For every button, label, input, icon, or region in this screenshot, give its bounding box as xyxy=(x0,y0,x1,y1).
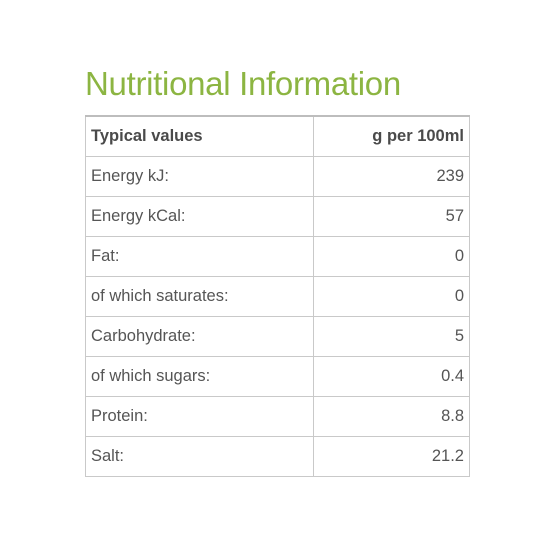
row-label: Fat: xyxy=(85,235,314,277)
table-row-energy-kj: Energy kJ: 239 xyxy=(85,155,470,197)
row-label: Energy kJ: xyxy=(85,155,314,197)
table-row-fat: Fat: 0 xyxy=(85,235,470,277)
nutrition-table: Typical values g per 100ml Energy kJ: 23… xyxy=(85,115,470,477)
row-value: 5 xyxy=(313,315,470,357)
row-value: 0 xyxy=(313,275,470,317)
table-header-row: Typical values g per 100ml xyxy=(85,115,470,157)
page-title: Nutritional Information xyxy=(85,65,401,102)
row-value: 21.2 xyxy=(313,435,470,477)
row-value: 0 xyxy=(313,235,470,277)
row-label: Carbohydrate: xyxy=(85,315,314,357)
table-row-saturates: of which saturates: 0 xyxy=(85,275,470,317)
table-row-carbohydrate: Carbohydrate: 5 xyxy=(85,315,470,357)
table-row-salt: Salt: 21.2 xyxy=(85,435,470,477)
row-label: Salt: xyxy=(85,435,314,477)
table-row-energy-kcal: Energy kCal: 57 xyxy=(85,195,470,237)
row-value: 57 xyxy=(313,195,470,237)
row-value: 0.4 xyxy=(313,355,470,397)
row-label: Energy kCal: xyxy=(85,195,314,237)
column-header-per-100ml: g per 100ml xyxy=(313,115,470,157)
row-label: of which sugars: xyxy=(85,355,314,397)
row-label: Protein: xyxy=(85,395,314,437)
row-label: of which saturates: xyxy=(85,275,314,317)
column-header-typical-values: Typical values xyxy=(85,115,314,157)
table-row-protein: Protein: 8.8 xyxy=(85,395,470,437)
row-value: 8.8 xyxy=(313,395,470,437)
row-value: 239 xyxy=(313,155,470,197)
table-row-sugars: of which sugars: 0.4 xyxy=(85,355,470,397)
